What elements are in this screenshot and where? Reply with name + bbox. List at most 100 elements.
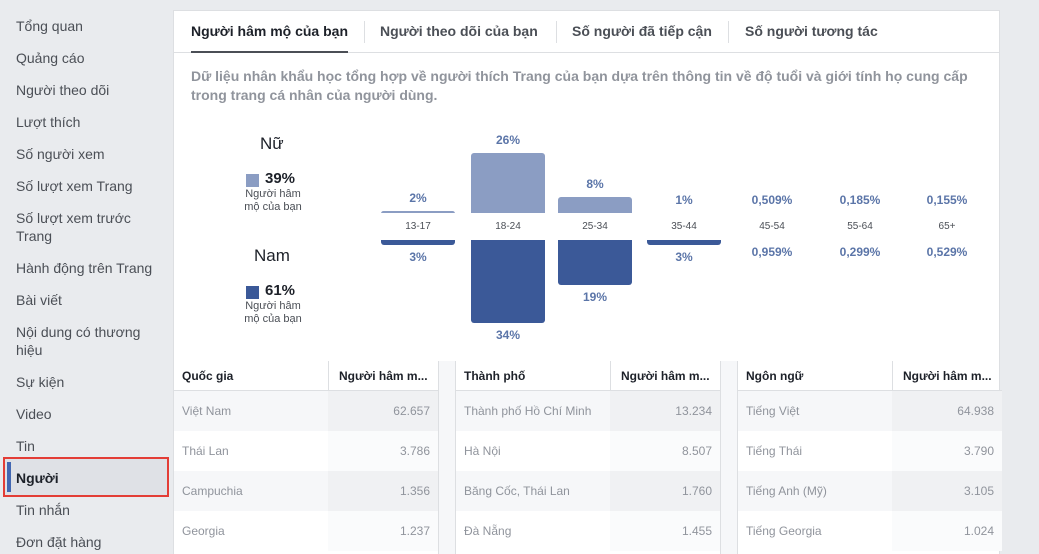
sidebar-item-reach[interactable]: Số người xem	[16, 146, 105, 162]
age-tick-label: 65+	[938, 221, 956, 232]
female-value-label: 8%	[586, 176, 604, 191]
tab-people-reached[interactable]: Số người đã tiếp cận	[572, 23, 712, 39]
table-row: Tiếng Anh (Mỹ) 3.105	[738, 471, 1002, 511]
col-city-header[interactable]: Thành phố	[464, 369, 526, 383]
row-name: Đà Nẵng	[464, 524, 512, 538]
female-bar-25-34[interactable]	[558, 196, 632, 216]
age-tick-label: 18-24	[495, 221, 521, 232]
sidebar-item-orders[interactable]: Đơn đặt hàng	[16, 534, 102, 550]
sidebar-item-videos[interactable]: Video	[16, 406, 52, 422]
col-language-header[interactable]: Ngôn ngữ	[746, 369, 804, 383]
table-row: Việt Nam 62.657	[174, 391, 438, 431]
sidebar-item-overview[interactable]: Tổng quan	[16, 18, 83, 34]
table-row: Tiếng Việt 64.938	[738, 391, 1002, 431]
table-header: Thành phố Người hâm m...	[456, 361, 720, 391]
tab-bar: Người hâm mộ của bạn Người theo dõi của …	[174, 11, 999, 53]
male-value-label: 0,529%	[926, 245, 968, 259]
col-country-header[interactable]: Quốc gia	[182, 369, 234, 383]
age-tick-label: 55-64	[847, 221, 873, 232]
row-name: Băng Cốc, Thái Lan	[464, 484, 570, 498]
table-row: Thái Lan 3.786	[174, 431, 438, 471]
age-axis-band	[369, 213, 999, 240]
age-tick-label: 13-17	[405, 221, 431, 232]
row-name: Tiếng Georgia	[746, 524, 822, 538]
tab-divider	[364, 21, 365, 43]
table-header: Ngôn ngữ Người hâm m...	[738, 361, 1002, 391]
female-value-label: 1%	[675, 193, 693, 207]
sidebar-item-page-previews[interactable]: Số lượt xem trước Trang	[16, 210, 131, 244]
col-fans-header[interactable]: Người hâm m...	[328, 361, 438, 391]
female-percent: 39%	[265, 170, 296, 187]
female-swatch	[246, 174, 259, 187]
male-value-label: 34%	[495, 328, 521, 342]
female-subtitle: Người hâm mộ của bạn	[244, 188, 302, 213]
male-value-label: 3%	[675, 249, 693, 264]
row-name: Georgia	[182, 524, 225, 538]
row-value: 1.760	[681, 484, 712, 498]
age-tick-label: 25-34	[582, 221, 608, 232]
male-value-label: 19%	[582, 290, 608, 305]
male-value-label: 0,959%	[751, 245, 793, 259]
female-value-label: 0,185%	[839, 193, 881, 207]
demographics-description: Dữ liệu nhân khẩu học tổng hợp về người …	[191, 68, 968, 103]
table-row: Băng Cốc, Thái Lan 1.760	[456, 471, 720, 511]
male-swatch	[246, 286, 259, 299]
female-title: Nữ	[260, 134, 284, 153]
table-row: Thành phố Hồ Chí Minh 13.234	[456, 391, 720, 431]
male-value-label: 3%	[409, 249, 427, 264]
table-row: Tiếng Georgia 1.024	[738, 511, 1002, 551]
col-fans-header[interactable]: Người hâm m...	[610, 361, 720, 391]
sidebar-item-branded-content[interactable]: Nội dung có thương hiệu	[16, 324, 141, 358]
male-bar-35-44[interactable]	[647, 237, 721, 245]
sidebar-item-page-views[interactable]: Số lượt xem Trang	[16, 178, 133, 194]
active-indicator	[7, 462, 11, 492]
male-bar-18-24[interactable]	[471, 237, 545, 323]
table-header: Quốc gia Người hâm m...	[174, 361, 438, 391]
row-value: 62.657	[393, 404, 430, 418]
female-value-label: 0,509%	[751, 193, 793, 207]
sidebar-item-followers[interactable]: Người theo dõi	[16, 82, 110, 98]
male-subtitle: Người hâm mộ của bạn	[244, 300, 302, 325]
sidebar-item-messages[interactable]: Tin nhắn	[16, 502, 70, 518]
sidebar-item-actions[interactable]: Hành động trên Trang	[16, 260, 153, 276]
tab-your-followers[interactable]: Người theo dõi của bạn	[380, 23, 538, 39]
age-gender-chart: 2% 3% 26% 34% 8% 19% 1% 3% 0,509% 0,959% 0,185% 0,2…	[174, 11, 1001, 361]
sidebar-item-events[interactable]: Sự kiện	[16, 374, 65, 390]
people-insights-panel: Người hâm mộ của bạn Người theo dõi của …	[173, 10, 1002, 554]
row-value: 1.237	[399, 524, 430, 538]
female-value-label: 0,155%	[926, 193, 968, 207]
row-name: Hà Nội	[464, 444, 501, 458]
female-bar-18-24[interactable]	[471, 153, 545, 216]
sidebar-item-ads[interactable]: Quảng cáo	[16, 50, 85, 66]
table-row: Georgia 1.237	[174, 511, 438, 551]
male-bar-25-34[interactable]	[558, 237, 632, 286]
sidebar-item-likes[interactable]: Lượt thích	[16, 114, 81, 130]
row-value: 1.024	[963, 524, 994, 538]
row-value: 64.938	[957, 404, 994, 418]
sidebar-item-stories[interactable]: Tin	[16, 438, 35, 454]
table-divider	[720, 361, 738, 554]
row-value: 8.507	[681, 444, 712, 458]
row-value: 3.105	[963, 484, 994, 498]
row-name: Tiếng Thái	[746, 444, 803, 458]
female-value-label: 2%	[409, 191, 427, 206]
col-fans-header[interactable]: Người hâm m...	[892, 361, 1002, 391]
row-name: Việt Nam	[182, 404, 232, 418]
sidebar-item-posts[interactable]: Bài viết	[16, 292, 62, 308]
female-value-label: 26%	[495, 133, 521, 147]
tab-your-fans[interactable]: Người hâm mộ của bạn	[191, 11, 349, 53]
male-value-label: 0,299%	[839, 245, 881, 259]
row-name: Campuchia	[182, 484, 243, 498]
row-value: 3.786	[399, 444, 430, 458]
male-title: Nam	[254, 246, 290, 265]
tab-divider	[556, 21, 557, 43]
row-name: Thái Lan	[182, 444, 229, 458]
age-tick-label: 35-44	[671, 221, 697, 232]
table-row: Tiếng Thái 3.790	[738, 431, 1002, 471]
age-tick-label: 45-54	[759, 221, 785, 232]
table-row: Đà Nẵng 1.455	[456, 511, 720, 551]
tab-people-engaged[interactable]: Số người tương tác	[745, 23, 878, 39]
male-bar-13-17[interactable]	[381, 237, 455, 245]
sidebar-item-people[interactable]: Người	[16, 470, 59, 486]
active-highlight-box	[3, 457, 169, 497]
